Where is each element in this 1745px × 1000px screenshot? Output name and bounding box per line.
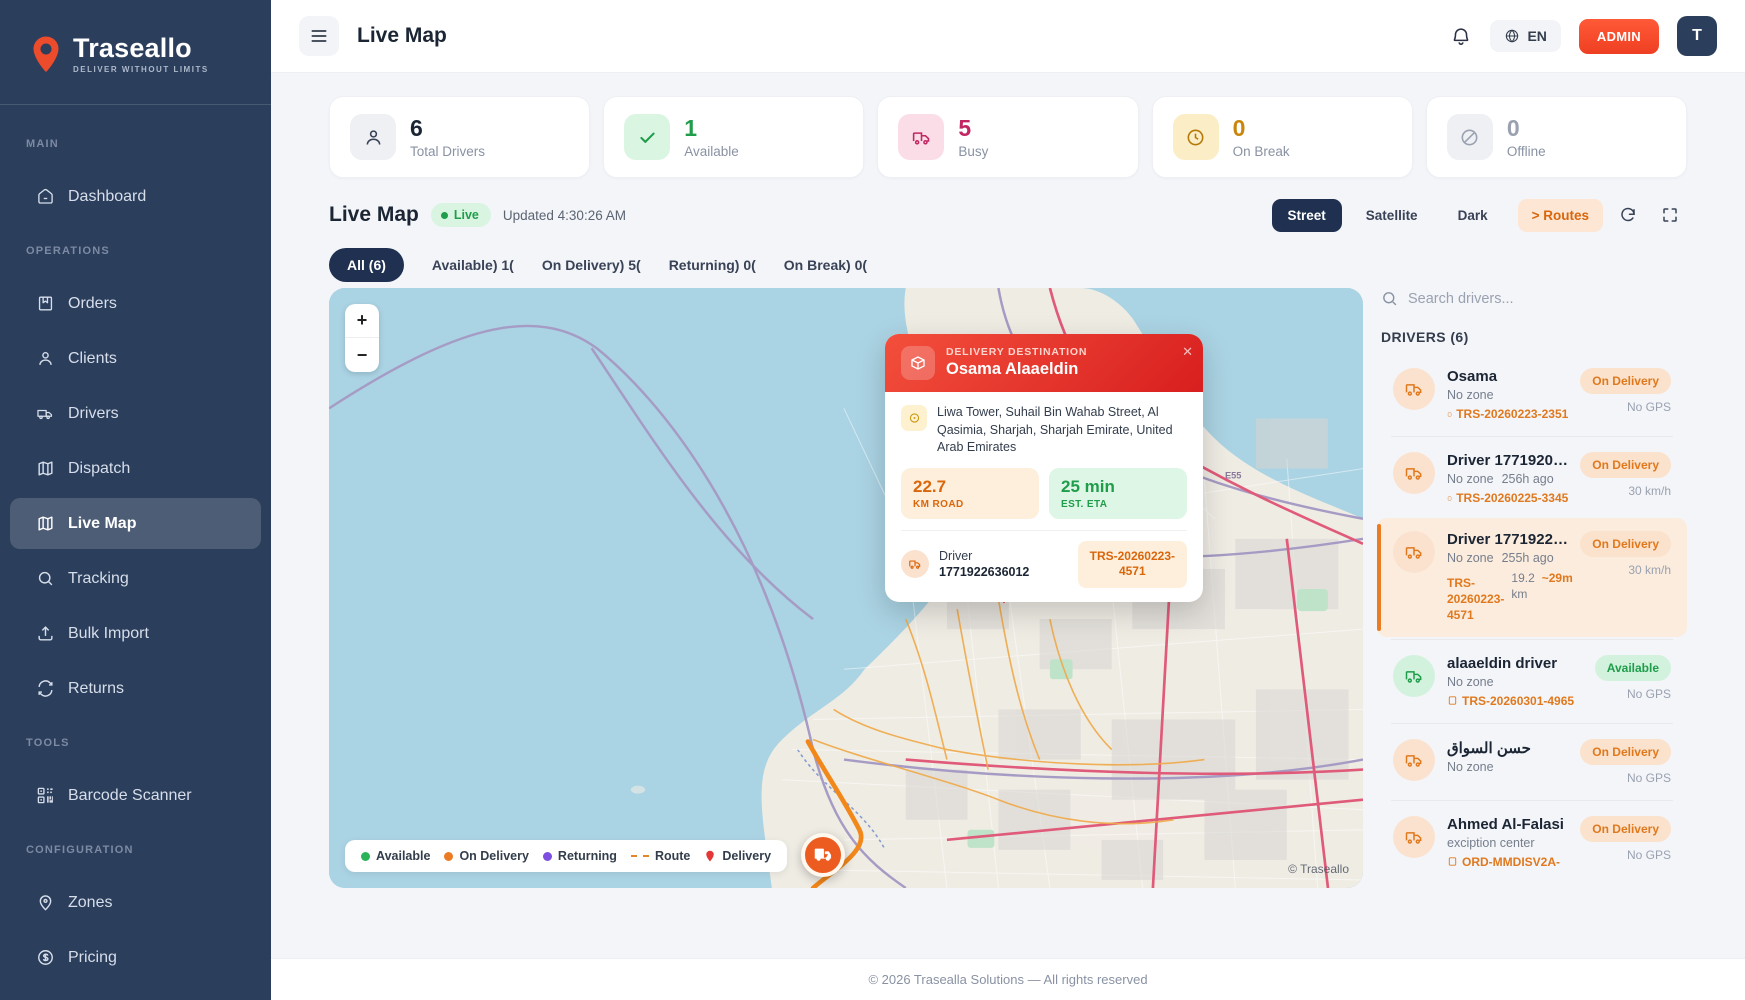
svg-text:E55: E55	[1225, 471, 1241, 481]
